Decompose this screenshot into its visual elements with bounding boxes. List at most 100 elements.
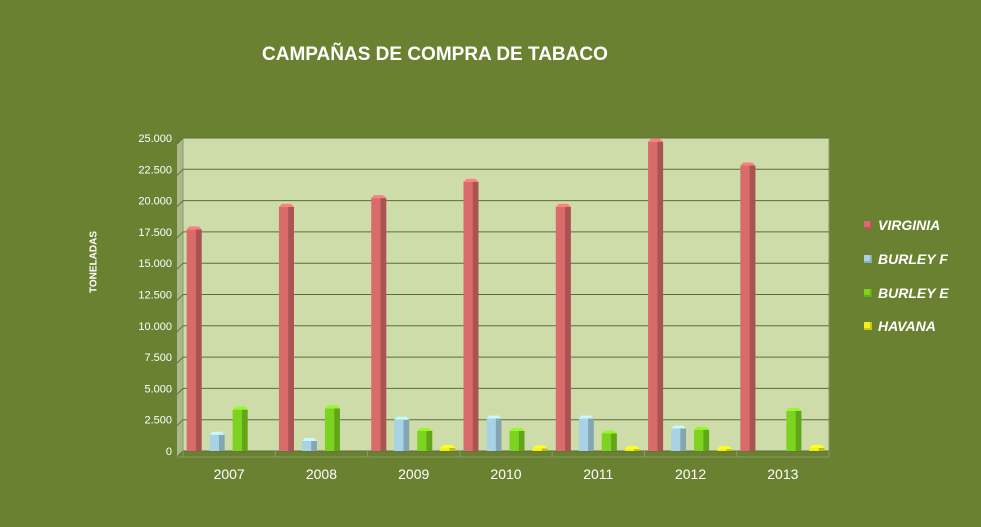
bar-top: [440, 444, 456, 448]
bar-top: [394, 416, 410, 420]
bar-shade: [657, 141, 664, 452]
bar-top: [555, 203, 571, 207]
bar: [694, 426, 710, 451]
bar-top: [486, 415, 502, 419]
legend-item: VIRGINIA: [864, 217, 940, 233]
bar-shade: [241, 409, 248, 451]
bar: [648, 138, 664, 452]
bar-top: [324, 405, 340, 409]
x-tick-label: 2008: [306, 466, 337, 482]
legend-label: VIRGINIA: [878, 217, 941, 233]
y-tick-label: 10.000: [138, 321, 172, 333]
y-tick-label: 7.500: [144, 352, 172, 364]
bar-shade: [380, 198, 387, 451]
bar-shade: [588, 418, 594, 451]
y-tick-label: 25.000: [138, 133, 172, 145]
bar-top: [232, 406, 248, 410]
bar-shade: [403, 419, 410, 451]
bar-top: [717, 446, 733, 450]
bar: [394, 416, 410, 451]
bar-shade: [680, 428, 687, 451]
bar: [509, 427, 525, 451]
gridline-wall: [176, 294, 184, 301]
gridline-wall: [176, 388, 184, 395]
bar-face: [624, 449, 640, 451]
bar: [232, 406, 248, 451]
x-tick-label: 2011: [583, 466, 613, 482]
bar: [417, 427, 433, 451]
legend-label: HAVANA: [878, 318, 936, 334]
bar-top: [648, 138, 664, 142]
y-tick-label: 2.500: [144, 415, 172, 427]
bar: [440, 444, 456, 451]
y-tick-label: 20.000: [138, 196, 172, 208]
gridline-wall: [176, 325, 184, 333]
bar-shade: [472, 181, 479, 451]
bar-shade: [311, 440, 317, 451]
bar-top: [694, 426, 710, 430]
legend-label: BURLEY E: [878, 285, 949, 301]
bar-shade: [749, 165, 756, 451]
gridline-wall: [176, 200, 184, 207]
y-tick-label: 17.500: [138, 227, 172, 239]
bar: [740, 162, 756, 451]
legend-swatch: [864, 322, 872, 330]
bar: [624, 446, 640, 451]
bar-face: [717, 449, 733, 451]
bar-shade: [703, 429, 710, 451]
bar-top: [301, 437, 317, 441]
legend-swatch: [864, 289, 872, 297]
bar-top: [278, 203, 294, 207]
bar-top: [671, 425, 687, 429]
bar: [324, 405, 340, 451]
bar-top: [509, 427, 525, 431]
bar: [601, 430, 617, 451]
gridline-wall: [176, 137, 184, 145]
bar-top: [809, 444, 825, 448]
bar: [717, 446, 733, 451]
x-tick-label: 2010: [490, 466, 521, 482]
bar-top: [209, 431, 225, 435]
bar-shade: [334, 408, 340, 451]
legend-item: BURLEY F: [864, 251, 948, 267]
bar-face: [809, 447, 825, 451]
legend-item: BURLEY E: [864, 285, 949, 301]
y-tick-label: 12.500: [138, 290, 172, 302]
gridline-wall: [176, 262, 184, 270]
bar-shade: [426, 430, 433, 451]
bar-shade: [288, 206, 294, 451]
bar: [186, 226, 202, 451]
bar: [671, 425, 687, 451]
x-tick-label: 2007: [214, 466, 245, 482]
bar: [278, 203, 294, 451]
bar-shade: [518, 430, 525, 451]
bar-shade: [541, 448, 548, 451]
legend-label: BURLEY F: [878, 251, 948, 267]
bar-top: [532, 445, 548, 449]
bar-shade: [195, 229, 202, 451]
x-tick-label: 2013: [767, 466, 798, 482]
bar: [555, 203, 571, 451]
y-tick-label: 22.500: [138, 164, 172, 176]
bar: [578, 415, 594, 451]
bar-top: [186, 226, 202, 230]
bar: [532, 445, 548, 451]
bar-top: [463, 178, 479, 182]
gridline-wall: [176, 356, 184, 364]
bar: [809, 444, 825, 451]
y-tick-label: 15.000: [138, 258, 172, 270]
legend-item: HAVANA: [864, 318, 936, 334]
bar-face: [301, 440, 317, 451]
y-tick-label: 5.000: [144, 383, 172, 395]
x-tick-label: 2009: [398, 466, 429, 482]
bar-top: [624, 446, 640, 450]
y-tick-label: 0: [166, 446, 172, 458]
bar-top: [578, 415, 594, 419]
bar: [486, 415, 502, 451]
legend-swatch: [864, 221, 872, 229]
bar-shade: [611, 433, 617, 451]
bar-shade: [218, 434, 225, 451]
bar-top: [371, 195, 387, 199]
bar-shade: [495, 418, 502, 451]
